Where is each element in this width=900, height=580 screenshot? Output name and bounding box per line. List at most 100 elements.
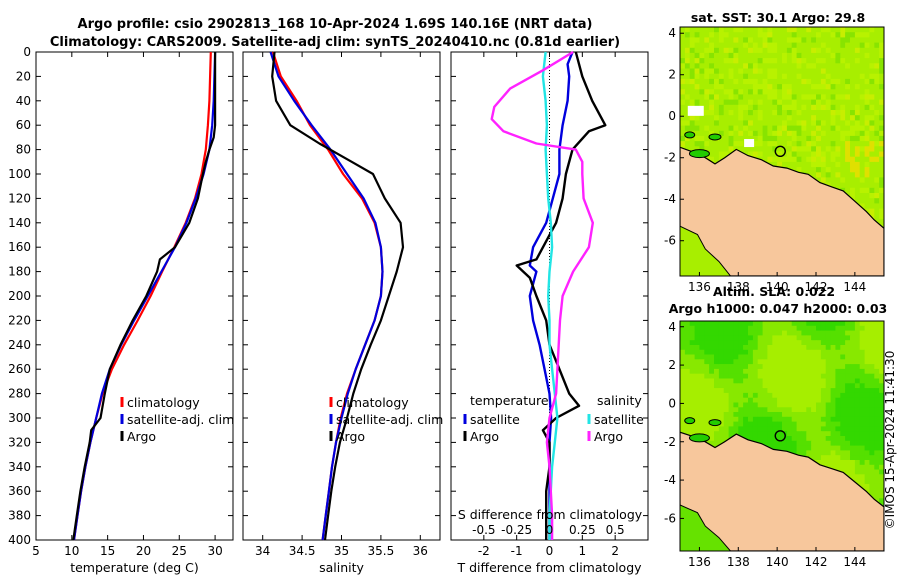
sla_map-cell [864, 464, 870, 470]
sst_map-cell [816, 151, 822, 158]
sst_map-cell [859, 141, 865, 147]
sla_map-cell [752, 421, 759, 427]
sla_map-cell [811, 335, 817, 341]
sst_map-cell [806, 58, 812, 64]
sst_map-cell [718, 73, 725, 80]
sla_map-cell [835, 407, 841, 413]
sst_map-cell [840, 84, 846, 90]
sst_map-cell [714, 32, 720, 38]
sst_map-cell [845, 73, 851, 80]
sla_map-cell [879, 445, 884, 451]
sla_map-cell [694, 354, 700, 360]
sla_map-cell [709, 373, 715, 379]
sla_map-cell [864, 378, 870, 384]
sst_map-cell [854, 120, 861, 126]
sst_map-cell [757, 110, 763, 116]
sla_map-cell [689, 368, 695, 375]
sla_map-cell [796, 368, 802, 375]
sst_map-cell [728, 52, 734, 59]
sla_map-cell [680, 335, 686, 341]
sla_map-cell [835, 397, 841, 403]
difference-xtick-label: 2 [611, 544, 619, 558]
sla_map-cell [835, 412, 841, 418]
sst_map-cell [728, 146, 734, 152]
sst_map-cell [786, 94, 793, 100]
sla_map-cell [689, 412, 695, 418]
sla_map-cell [854, 402, 861, 408]
sst_map-cell [680, 135, 686, 142]
sla_map-cell [796, 335, 802, 341]
sst_map-cell [699, 27, 705, 33]
sst_map-cell [689, 135, 695, 142]
sla_map-cell [772, 321, 778, 327]
sst_map-cell [840, 130, 846, 137]
sla_map-cell [728, 373, 734, 379]
sla_map-cell [854, 460, 861, 466]
sst_map-cell [830, 78, 836, 85]
sla_map-cell [811, 431, 817, 437]
sla_map-cell [864, 431, 870, 437]
sst_map-cell [791, 104, 797, 111]
sst_map-cell [820, 58, 827, 64]
sla_map-cell [830, 345, 836, 351]
sla_map-cell [699, 397, 705, 403]
sla_map-cell [723, 416, 729, 422]
sla_map-cell [748, 402, 754, 408]
sla_map-cell [699, 359, 705, 365]
sla_map-cell [723, 373, 729, 379]
sla_map-cell [699, 335, 705, 341]
sst_map-cell [816, 94, 822, 100]
sla_map-cell [689, 321, 695, 327]
sst_map-cell [743, 146, 749, 152]
sst_map-cell [811, 156, 817, 163]
sst_map-cell [772, 37, 778, 43]
sst_map-cell [859, 172, 865, 178]
sla_map-cell [874, 421, 880, 427]
sla_map-cell [689, 364, 695, 370]
sla_map-cell [816, 349, 822, 355]
sst_map-cell [767, 47, 773, 54]
sla_map-cell [874, 464, 880, 470]
sla_map-cell [801, 354, 807, 360]
sla_map-cell [714, 383, 720, 389]
sla_map-cell [728, 364, 734, 370]
sla_map-cell [835, 325, 841, 331]
sla_map-cell [835, 440, 841, 446]
sla_map-cell [864, 388, 870, 394]
sla_map-cell [879, 421, 884, 427]
sla_map-cell [786, 440, 793, 446]
sst_map-cell [752, 47, 759, 54]
sst_map-cell [879, 177, 884, 183]
sst_map-cell [811, 52, 817, 59]
sst_map-cell [772, 110, 778, 116]
sst_map-cell [869, 68, 875, 75]
sla_map-cell [699, 378, 705, 384]
sla_map-cell [840, 349, 846, 355]
sla_map-cell [820, 455, 827, 461]
sst_map-cell [752, 78, 759, 85]
sst_map-cell [820, 167, 827, 173]
sst_map-cell [684, 27, 691, 33]
sla_map-cell [816, 383, 822, 389]
sla_map-cell [820, 349, 827, 355]
sla_map-cell [820, 359, 827, 365]
sla_map-cell [806, 345, 812, 351]
sla_map-cell [816, 335, 822, 341]
sst_map-cell [772, 73, 778, 80]
sla_map-cell [709, 416, 715, 422]
sla_map-cell [811, 426, 817, 432]
temperature-xtick-label: 30 [207, 544, 222, 558]
sla_map-cell [689, 373, 695, 379]
sla_map-cell [874, 335, 880, 341]
sst_map-cell [850, 146, 856, 152]
sla_map-cell [786, 445, 793, 451]
sla_map-cell [801, 421, 807, 427]
sst_map-cell [796, 42, 802, 49]
sla_map-cell [869, 397, 875, 403]
sla_map-cell [704, 378, 710, 384]
sla_map-cell [845, 383, 851, 389]
sst_map-cell [791, 84, 797, 90]
sst_map-cell [728, 47, 734, 54]
sla_map-cell [699, 421, 705, 427]
sst_map-cell [752, 146, 759, 152]
